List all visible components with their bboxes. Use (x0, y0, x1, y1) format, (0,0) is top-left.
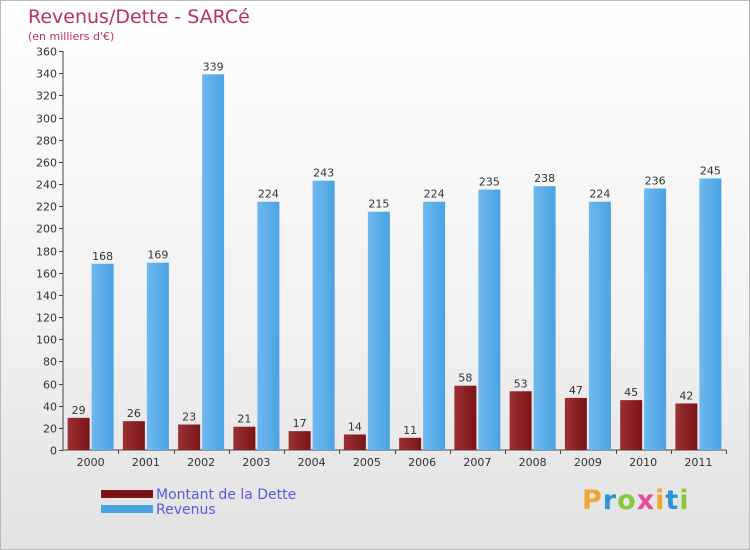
bar-debt (675, 403, 698, 450)
y-tick-label: 100 (36, 334, 57, 347)
y-tick-label: 140 (36, 290, 57, 303)
y-tick-label: 340 (36, 68, 57, 81)
x-tick-label: 2000 (77, 456, 105, 469)
logo-letter: t (665, 485, 680, 516)
y-tick-label: 80 (43, 356, 57, 369)
bar-revenue (478, 189, 501, 450)
data-label-debt: 53 (514, 377, 528, 390)
data-label-debt: 14 (348, 420, 362, 433)
data-label-debt: 11 (403, 424, 417, 437)
data-label-revenue: 243 (313, 167, 334, 180)
data-label-debt: 29 (72, 404, 86, 417)
y-tick-label: 300 (36, 113, 57, 126)
bar-debt (564, 397, 587, 450)
x-tick-label: 2011 (684, 456, 712, 469)
bar-revenue (533, 186, 556, 450)
y-tick-label: 220 (36, 201, 57, 214)
data-label-debt: 47 (569, 384, 583, 397)
chart-subtitle: (en milliers d'€) (28, 30, 115, 43)
proxiti-logo: Proxiti (582, 485, 690, 516)
y-tick-label: 60 (43, 379, 57, 392)
x-tick-label: 2006 (408, 456, 436, 469)
bar-revenue (146, 262, 169, 450)
bar-revenue (91, 263, 114, 450)
y-tick-label: 40 (43, 401, 57, 414)
y-tick-label: 280 (36, 135, 57, 148)
logo-letter: P (582, 485, 603, 516)
data-label-revenue: 224 (258, 188, 279, 201)
y-tick-label: 360 (36, 46, 57, 59)
logo-letter: i (655, 485, 666, 516)
logo-letter: i (679, 485, 690, 516)
chart-title: Revenus/Dette - SARCé (28, 6, 250, 28)
data-label-debt: 21 (237, 413, 251, 426)
y-tick-label: 0 (50, 445, 57, 458)
data-label-revenue: 169 (147, 249, 168, 262)
bar-revenue (588, 201, 611, 450)
data-label-revenue: 235 (479, 176, 500, 189)
legend-swatch-debt (101, 490, 153, 498)
y-tick-label: 120 (36, 312, 57, 325)
legend-label-debt: Montant de la Dette (156, 487, 297, 503)
data-label-revenue: 215 (368, 198, 389, 211)
x-tick-label: 2004 (298, 456, 326, 469)
data-label-revenue: 339 (203, 60, 224, 73)
bar-revenue (644, 188, 667, 450)
x-tick-label: 2005 (353, 456, 381, 469)
bar-debt (399, 437, 422, 450)
data-label-debt: 42 (679, 389, 693, 402)
bar-debt (343, 434, 366, 450)
data-label-debt: 26 (127, 407, 141, 420)
x-tick-label: 2002 (187, 456, 215, 469)
x-tick-label: 2009 (574, 456, 602, 469)
x-tick-label: 2008 (519, 456, 547, 469)
legend-swatch-revenue (101, 505, 153, 513)
legend-label-revenue: Revenus (156, 502, 216, 518)
x-tick-label: 2010 (629, 456, 657, 469)
data-label-revenue: 236 (645, 174, 666, 187)
y-tick-label: 240 (36, 179, 57, 192)
y-tick-label: 260 (36, 157, 57, 170)
y-tick-label: 180 (36, 246, 57, 259)
bar-debt (178, 424, 201, 450)
bar-revenue (312, 180, 335, 451)
y-tick-label: 20 (43, 423, 57, 436)
bar-debt (233, 426, 256, 450)
x-tick-label: 2007 (463, 456, 491, 469)
data-label-debt: 23 (182, 411, 196, 424)
bar-debt (67, 417, 90, 450)
x-tick-label: 2001 (132, 456, 160, 469)
logo-letter: x (636, 485, 656, 516)
y-tick-label: 320 (36, 90, 57, 103)
data-label-debt: 17 (293, 417, 307, 430)
y-tick-label: 200 (36, 223, 57, 236)
bar-debt (509, 391, 532, 450)
bar-debt (122, 421, 145, 450)
bar-revenue (202, 74, 225, 451)
logo-letter: o (617, 485, 637, 516)
bar-revenue (423, 201, 446, 450)
data-label-revenue: 238 (534, 172, 555, 185)
bar-revenue (367, 211, 390, 450)
logo-letter: r (602, 485, 618, 516)
bar-debt (454, 385, 477, 450)
bar-revenue (257, 201, 280, 450)
bar-debt (620, 400, 643, 450)
data-label-revenue: 168 (92, 250, 113, 263)
bar-debt (288, 431, 311, 450)
x-tick-label: 2003 (242, 456, 270, 469)
data-label-debt: 45 (624, 386, 638, 399)
data-label-revenue: 224 (589, 188, 610, 201)
data-label-debt: 58 (458, 372, 472, 385)
data-label-revenue: 245 (700, 164, 721, 177)
bar-revenue (699, 178, 722, 451)
data-label-revenue: 224 (424, 188, 445, 201)
y-tick-label: 160 (36, 268, 57, 281)
